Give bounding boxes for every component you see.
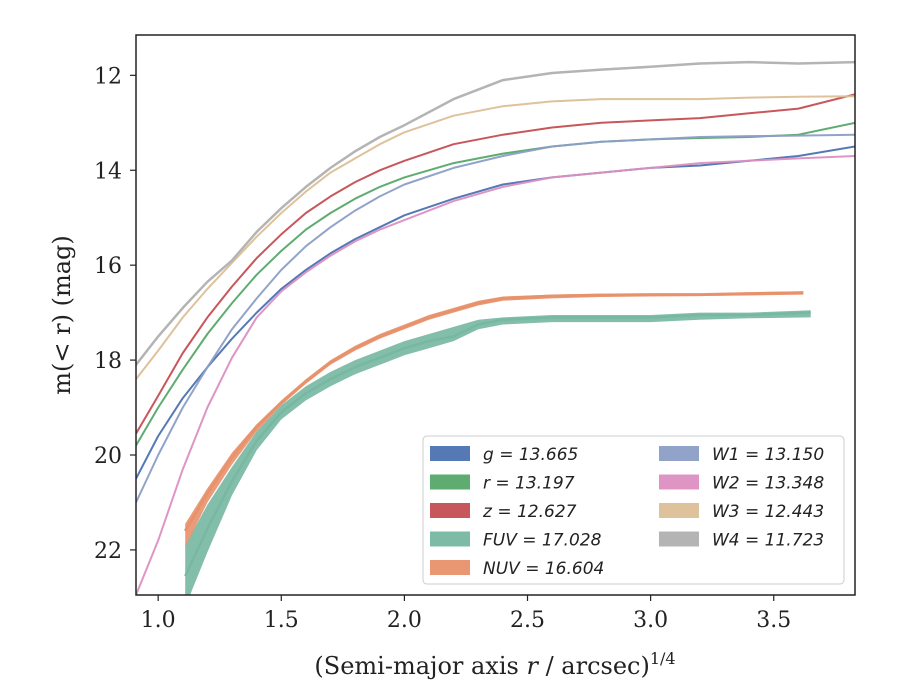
legend-label-g: g = 13.665: [483, 445, 578, 465]
y-axis-label: m(< r) (mag): [48, 235, 76, 394]
legend-box: [422, 435, 845, 585]
legend-label-w3: W3 = 12.443: [712, 502, 824, 522]
series-line-fuv: [184, 311, 811, 577]
legend-swatch-g: [430, 446, 470, 461]
series-layer: [136, 60, 855, 595]
legend-swatch-w2: [659, 474, 699, 490]
x-axis: 1.0 1.5 2.0 2.5 3.0 3.5: [141, 595, 791, 633]
series-line-z: [136, 93, 855, 435]
legend-swatch-fuv: [430, 531, 470, 547]
legend-label-w4: W4 = 11.723: [712, 531, 824, 551]
series-line-g: [136, 145, 855, 480]
legend-label-w2: W2 = 13.348: [712, 474, 824, 494]
y-tick-label: 18: [94, 349, 122, 374]
legend-label-nuv: NUV = 16.604: [483, 559, 604, 579]
y-tick-label: 16: [94, 254, 122, 279]
legend-label-z: z = 12.627: [482, 502, 577, 522]
legend-swatch-w4: [659, 531, 699, 547]
x-tick-label: 1.0: [141, 608, 176, 633]
x-axis-label: (Semi-major axis r / arcsec)1/4: [314, 649, 675, 680]
y-tick-label: 12: [94, 64, 122, 89]
x-tick-label: 2.0: [387, 608, 422, 633]
y-tick-label: 22: [94, 539, 122, 564]
x-tick-label: 2.5: [510, 608, 545, 633]
legend-swatch-w3: [659, 503, 699, 518]
legend-label-w1: W1 = 13.150: [712, 445, 824, 465]
series-line-w2: [136, 155, 855, 595]
legend-swatch-w1: [659, 446, 699, 461]
y-axis: 12 14 16 18 20 22: [94, 64, 136, 564]
x-tick-label: 3.0: [633, 608, 668, 633]
legend-swatch-nuv: [430, 560, 470, 575]
plot-frame: [135, 34, 856, 596]
series-line-w4: [136, 60, 855, 366]
legend-swatch-r: [430, 474, 470, 490]
series-band-nuv: [185, 291, 804, 548]
legend-label-fuv: FUV = 17.028: [483, 531, 602, 551]
series-line-nuv: [183, 291, 804, 532]
series-line-w1: [136, 133, 855, 503]
series-line-w3: [136, 95, 855, 380]
y-tick-label: 20: [94, 444, 122, 469]
x-tick-label: 1.5: [264, 608, 299, 633]
y-tick-label: 14: [94, 159, 122, 184]
x-tick-label: 3.5: [756, 608, 791, 633]
legend-label-r: r = 13.197: [483, 474, 575, 494]
legend: g = 13.665 r = 13.197 z = 12.627 FUV = 17.0…: [422, 435, 845, 585]
legend-swatch-z: [430, 503, 470, 518]
